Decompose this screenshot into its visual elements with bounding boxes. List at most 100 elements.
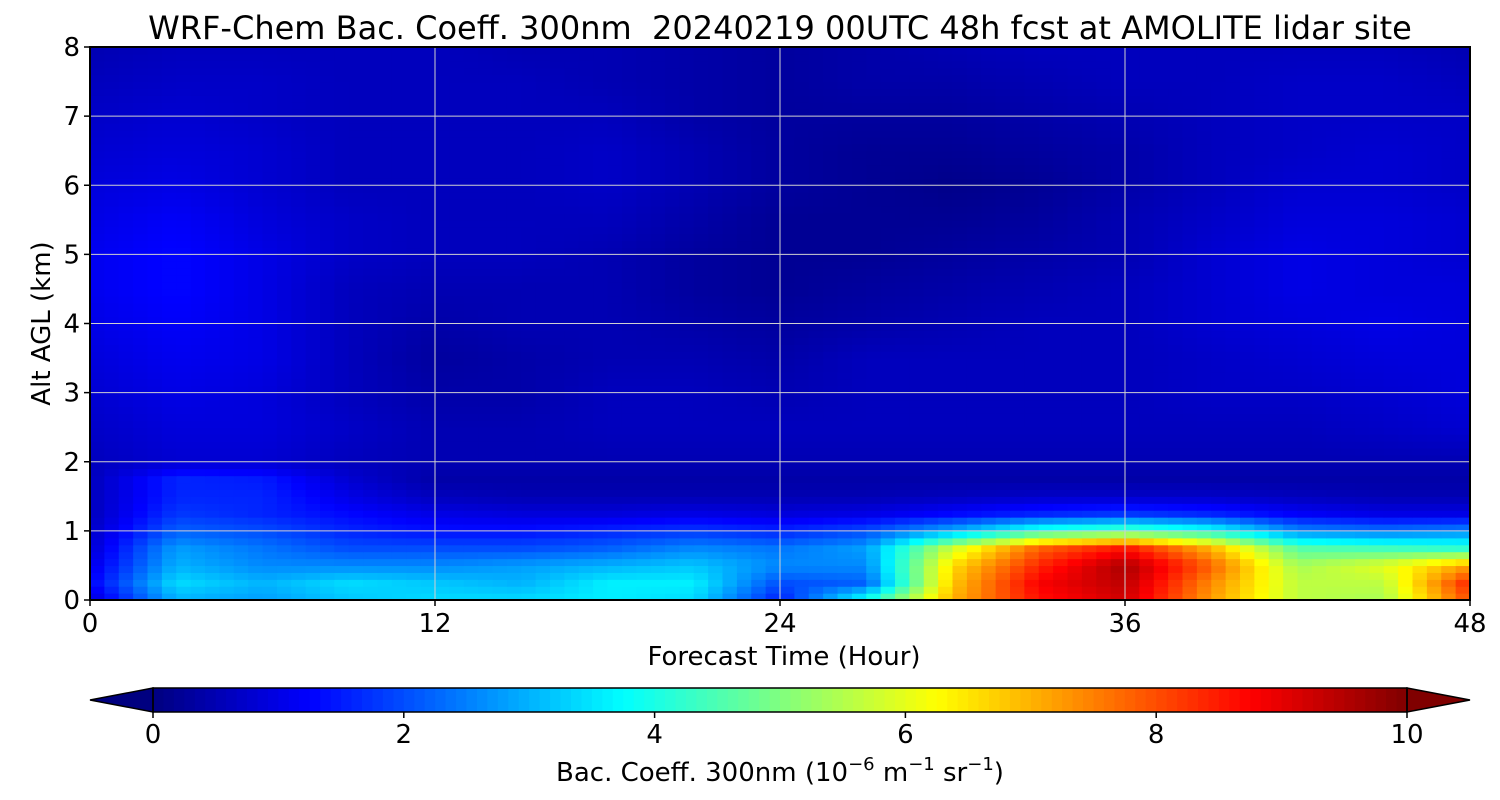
heatmap-cell xyxy=(1182,454,1198,463)
heatmap-cell xyxy=(1125,392,1140,401)
heatmap-cell xyxy=(1110,344,1126,352)
heatmap-cell xyxy=(578,593,594,601)
heatmap-cell xyxy=(133,544,149,553)
heatmap-cell xyxy=(1182,240,1198,249)
heatmap-cell xyxy=(348,295,364,304)
heatmap-cell xyxy=(578,371,594,380)
heatmap-cell xyxy=(751,420,767,428)
heatmap-cell xyxy=(449,302,465,311)
heatmap-cell xyxy=(650,378,666,387)
heatmap-cell xyxy=(679,330,695,338)
heatmap-cell xyxy=(1283,496,1299,504)
heatmap-cell xyxy=(1455,454,1471,463)
heatmap-cell xyxy=(1311,461,1327,470)
heatmap-cell xyxy=(363,461,379,470)
heatmap-cell xyxy=(190,316,206,325)
heatmap-cell xyxy=(650,282,666,290)
heatmap-cell xyxy=(1398,261,1414,269)
heatmap-cell xyxy=(291,240,307,249)
heatmap-cell xyxy=(966,275,982,283)
heatmap-cell xyxy=(420,371,436,380)
heatmap-cell xyxy=(535,565,551,573)
heatmap-cell xyxy=(435,517,450,525)
heatmap-cell xyxy=(995,337,1011,345)
heatmap-cell xyxy=(90,565,105,573)
heatmap-cell xyxy=(966,378,982,387)
heatmap-cell xyxy=(650,447,666,456)
heatmap-cell xyxy=(880,544,896,553)
heatmap-cell xyxy=(133,399,149,408)
heatmap-cell xyxy=(1455,371,1471,380)
heatmap-cell xyxy=(995,247,1011,255)
heatmap-cell xyxy=(535,261,551,269)
heatmap-cell xyxy=(966,392,982,401)
heatmap-cell xyxy=(276,447,292,456)
heatmap-cell xyxy=(866,441,882,449)
heatmap-cell xyxy=(794,496,810,504)
heatmap-cell xyxy=(1455,517,1471,525)
heatmap-cell xyxy=(1268,517,1284,525)
heatmap-cell xyxy=(995,268,1011,276)
heatmap-cell xyxy=(406,489,422,497)
heatmap-cell xyxy=(1441,530,1457,539)
heatmap-cell xyxy=(492,413,508,421)
heatmap-cell xyxy=(837,275,853,283)
heatmap-cell xyxy=(693,399,709,408)
heatmap-cell xyxy=(1340,247,1356,255)
heatmap-cell xyxy=(1340,254,1356,262)
heatmap-cell xyxy=(880,510,896,518)
heatmap-cell xyxy=(938,288,954,297)
heatmap-cell xyxy=(291,282,307,290)
heatmap-cell xyxy=(233,282,249,290)
heatmap-cell xyxy=(952,392,968,401)
heatmap-cell xyxy=(1326,378,1342,387)
heatmap-cell xyxy=(176,420,192,428)
heatmap-cell xyxy=(406,254,422,262)
heatmap-cell xyxy=(305,461,321,470)
heatmap-cell xyxy=(564,385,580,394)
heatmap-cell xyxy=(1383,261,1399,269)
heatmap-cell xyxy=(176,399,192,408)
heatmap-cell xyxy=(276,378,292,387)
heatmap-cell xyxy=(851,586,867,594)
heatmap-cell xyxy=(1455,378,1471,387)
heatmap-cell xyxy=(1441,316,1457,325)
heatmap-cell xyxy=(1125,427,1140,435)
heatmap-cell xyxy=(1441,586,1457,594)
heatmap-cell xyxy=(104,482,120,490)
heatmap-cell xyxy=(866,447,882,456)
heatmap-cell xyxy=(377,337,393,345)
heatmap-cell xyxy=(1311,295,1327,304)
heatmap-cell xyxy=(305,358,321,366)
heatmap-cell xyxy=(923,295,939,304)
heatmap-cell xyxy=(1426,489,1442,497)
heatmap-cell xyxy=(205,330,220,338)
heatmap-cell xyxy=(348,344,364,352)
heatmap-cell xyxy=(765,413,781,421)
heatmap-cell xyxy=(219,358,235,366)
heatmap-cell xyxy=(104,427,120,435)
heatmap-cell xyxy=(90,544,105,553)
heatmap-cell xyxy=(751,517,767,525)
heatmap-cell xyxy=(1038,351,1054,359)
heatmap-cell xyxy=(621,517,637,525)
heatmap-cell xyxy=(420,593,436,601)
heatmap-cell xyxy=(1283,337,1299,345)
heatmap-cell xyxy=(1211,427,1227,435)
heatmap-cell xyxy=(133,475,149,484)
heatmap-cell xyxy=(363,392,379,401)
heatmap-cell xyxy=(219,364,235,373)
heatmap-cell xyxy=(794,316,810,325)
heatmap-cell xyxy=(348,537,364,546)
heatmap-cell xyxy=(952,537,968,546)
heatmap-cell xyxy=(133,240,149,249)
heatmap-cell xyxy=(1383,371,1399,380)
heatmap-cell xyxy=(736,593,752,601)
heatmap-cell xyxy=(564,295,580,304)
heatmap-cell xyxy=(1211,496,1227,504)
heatmap-cell xyxy=(161,282,177,290)
heatmap-cell xyxy=(693,309,709,318)
heatmap-cell xyxy=(823,427,839,435)
heatmap-cell xyxy=(1254,316,1270,325)
heatmap-cell xyxy=(463,427,479,435)
